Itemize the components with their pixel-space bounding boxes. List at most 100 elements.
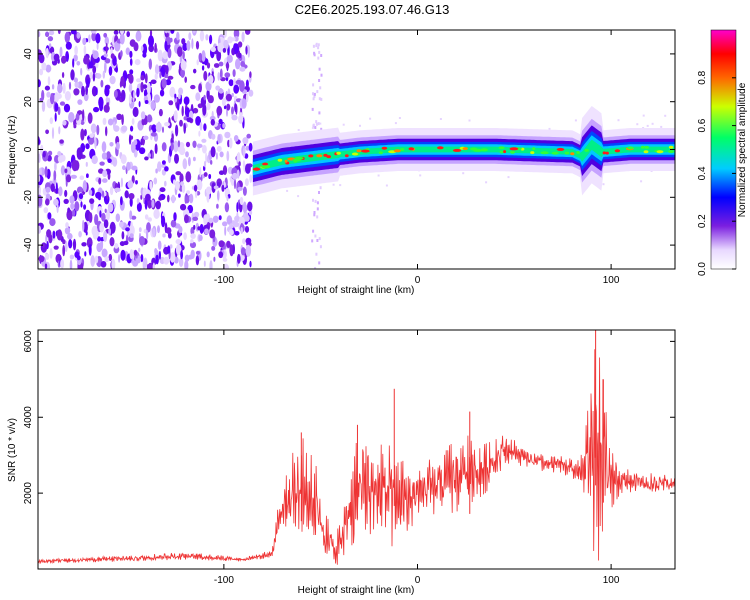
sparse-dot	[318, 67, 321, 71]
noise-blob	[140, 194, 143, 200]
noise-blob	[146, 82, 151, 95]
sparse-dot	[317, 43, 320, 47]
noise-blob	[113, 89, 118, 98]
noise-blob	[195, 255, 200, 266]
noise-blob	[203, 70, 208, 81]
noise-blob	[153, 209, 160, 219]
sparse-dot	[312, 123, 315, 127]
y-tick-label: -20	[23, 190, 34, 205]
noise-blob	[135, 180, 138, 185]
noise-blob	[162, 126, 164, 133]
colorbar: 0.0 0.2 0.4 0.6 0.8 Normalized spectral ampl…	[697, 29, 748, 276]
noise-blob	[113, 121, 116, 131]
noise-blob	[190, 84, 196, 90]
trace-hotspot	[656, 150, 664, 154]
noise-blob	[164, 180, 167, 187]
noise-blob	[144, 156, 149, 161]
noise-blob	[205, 34, 209, 41]
noise-blob	[73, 124, 77, 129]
noise-blob	[80, 67, 83, 76]
noise-blob	[183, 122, 186, 134]
noise-blob	[222, 47, 227, 53]
noise-blob	[238, 114, 244, 124]
noise-blob	[244, 226, 250, 233]
noise-blob	[101, 152, 107, 160]
noise-blob	[157, 225, 160, 234]
colorbar-gradient	[711, 30, 736, 269]
noise-blob	[223, 30, 227, 38]
x-tick-label: 0	[415, 575, 421, 586]
noise-blob	[206, 251, 210, 258]
noise-blob	[50, 183, 55, 193]
noise-blob	[204, 228, 209, 235]
x-tick-label: -100	[214, 575, 234, 586]
noise-blob	[213, 185, 219, 190]
noise-blob	[45, 198, 50, 206]
noise-blob	[91, 225, 98, 237]
noise-blob	[195, 92, 201, 102]
trace-hotspot	[437, 146, 444, 150]
noise-blob	[64, 91, 71, 101]
snr-frame	[37, 329, 676, 570]
noise-blob	[107, 202, 114, 213]
noise-blob	[49, 30, 55, 36]
noise-blob	[218, 240, 225, 248]
noise-blob	[79, 175, 85, 180]
noise-blob	[232, 69, 236, 78]
noise-blob	[46, 91, 51, 98]
faint-dot	[419, 174, 422, 177]
faint-dot	[574, 119, 577, 122]
noise-blob	[51, 84, 55, 90]
sparse-dot	[314, 234, 317, 238]
noise-blob	[155, 122, 162, 133]
sparse-dot	[311, 107, 314, 111]
noise-blob	[54, 92, 60, 103]
noise-blob	[176, 31, 180, 41]
noise-blob	[226, 215, 233, 225]
sparse-dot	[318, 191, 320, 194]
trace-hotspot	[532, 147, 536, 151]
noise-blob	[148, 44, 154, 53]
noise-blob	[87, 112, 93, 124]
noise-blob	[245, 145, 250, 151]
snr-plot-area	[38, 330, 675, 565]
noise-blob	[171, 194, 176, 204]
noise-blob	[94, 255, 99, 264]
trace-hotspot	[336, 151, 341, 155]
y-tick-label: 0	[23, 146, 34, 152]
noise-blob	[140, 254, 144, 263]
y-tick-label: 4000	[23, 406, 34, 429]
noise-blob	[154, 42, 157, 53]
noise-blob	[116, 113, 123, 121]
trace-hotspot	[378, 151, 383, 155]
noise-blob	[39, 97, 43, 102]
noise-blob	[161, 215, 166, 228]
noise-blob	[45, 186, 51, 193]
noise-blob	[242, 137, 249, 145]
trace-hotspot	[469, 147, 478, 151]
noise-blob	[183, 96, 190, 105]
noise-blob	[133, 42, 139, 52]
trace-hotspot	[627, 146, 634, 150]
faint-dot	[297, 129, 300, 131]
trace-hotspot	[556, 147, 565, 151]
noise-blob	[233, 30, 240, 39]
noise-blob	[109, 237, 115, 247]
noise-blob	[38, 79, 41, 88]
noise-blob	[188, 32, 192, 41]
noise-blob	[45, 129, 49, 135]
noise-blob	[234, 36, 239, 42]
noise-blob	[142, 258, 146, 269]
noise-blob	[120, 30, 124, 35]
noise-blob	[159, 71, 162, 79]
sparse-dot	[316, 239, 319, 242]
faint-dot	[602, 183, 605, 186]
trace-hotspot	[644, 145, 649, 149]
noise-blob	[99, 222, 105, 233]
noise-blob	[151, 257, 157, 266]
noise-blob	[91, 31, 97, 42]
trace-hotspot	[284, 159, 288, 163]
sparse-dot	[315, 122, 318, 126]
noise-blob	[213, 63, 220, 68]
noise-blob	[62, 244, 66, 257]
